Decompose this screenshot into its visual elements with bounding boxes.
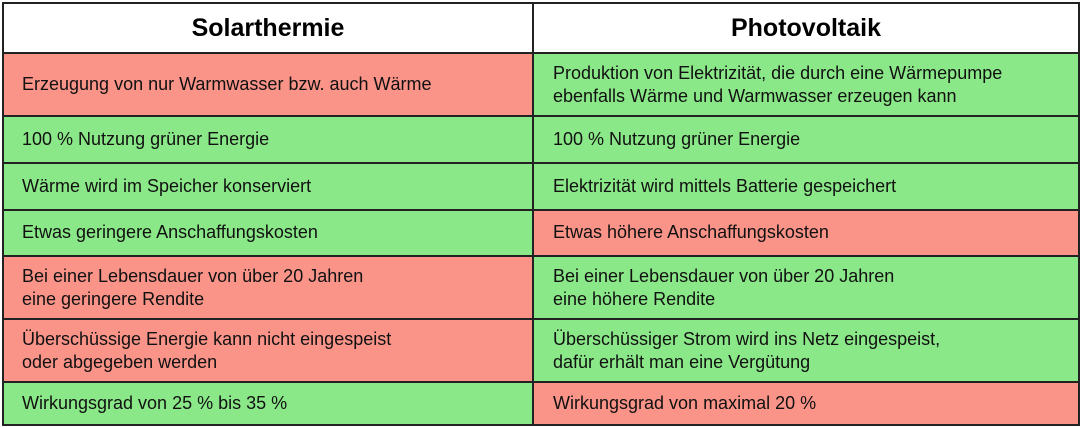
- header-row: Solarthermie Photovoltaik: [2, 2, 1080, 54]
- solarthermie-cell: Überschüssige Energie kann nicht eingesp…: [2, 318, 534, 384]
- photovoltaik-cell: Etwas höhere Anschaffungskosten: [532, 208, 1080, 258]
- table-row: Erzeugung von nur Warmwasser bzw. auch W…: [2, 51, 1080, 118]
- table-row: Etwas geringere Anschaffungskosten Etwas…: [2, 208, 1080, 258]
- solarthermie-cell: Wirkungsgrad von 25 % bis 35 %: [2, 381, 534, 426]
- photovoltaik-cell: 100 % Nutzung grüner Energie: [532, 115, 1080, 164]
- photovoltaik-cell: Produktion von Elektrizität, die durch e…: [532, 51, 1080, 118]
- photovoltaik-cell: Bei einer Lebensdauer von über 20 Jahren…: [532, 255, 1080, 321]
- solarthermie-cell: 100 % Nutzung grüner Energie: [2, 115, 534, 164]
- table-row: Wirkungsgrad von 25 % bis 35 % Wirkungsg…: [2, 381, 1080, 426]
- photovoltaik-cell: Elektrizität wird mittels Batterie gespe…: [532, 161, 1080, 211]
- table-row: Überschüssige Energie kann nicht eingesp…: [2, 318, 1080, 384]
- header-photovoltaik: Photovoltaik: [532, 2, 1080, 54]
- solarthermie-cell: Etwas geringere Anschaffungskosten: [2, 208, 534, 258]
- solarthermie-cell: Wärme wird im Speicher konserviert: [2, 161, 534, 211]
- photovoltaik-cell: Wirkungsgrad von maximal 20 %: [532, 381, 1080, 426]
- header-solarthermie: Solarthermie: [2, 2, 534, 54]
- table-row: 100 % Nutzung grüner Energie 100 % Nutzu…: [2, 115, 1080, 164]
- table-row: Bei einer Lebensdauer von über 20 Jahren…: [2, 255, 1080, 321]
- table-row: Wärme wird im Speicher konserviert Elekt…: [2, 161, 1080, 211]
- solarthermie-cell: Bei einer Lebensdauer von über 20 Jahren…: [2, 255, 534, 321]
- photovoltaik-cell: Überschüssiger Strom wird ins Netz einge…: [532, 318, 1080, 384]
- solarthermie-cell: Erzeugung von nur Warmwasser bzw. auch W…: [2, 51, 534, 118]
